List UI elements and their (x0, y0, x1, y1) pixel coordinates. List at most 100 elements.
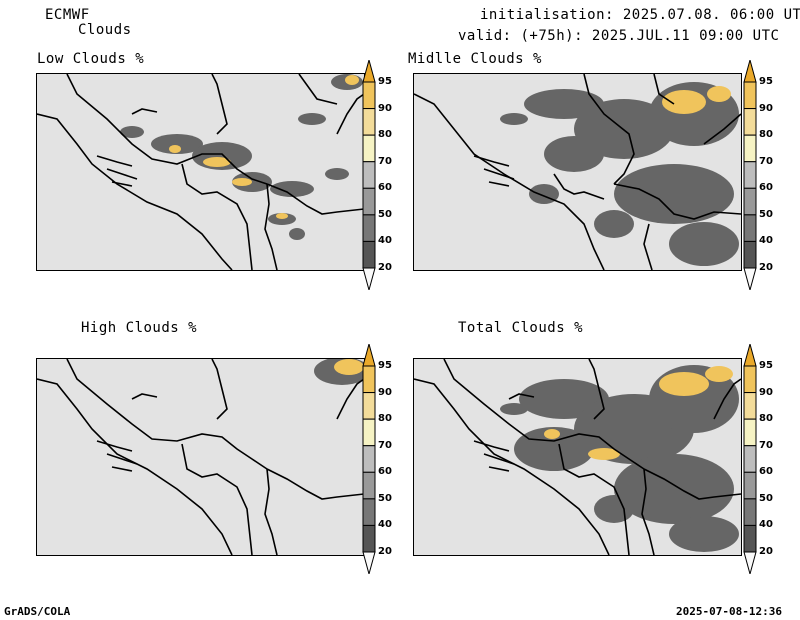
colorbar-segment (362, 214, 376, 242)
cloud-area (325, 168, 349, 180)
high-clouds-title: High Clouds % (81, 320, 198, 336)
cloud-area (594, 210, 634, 238)
cloud-core (169, 145, 181, 153)
colorbar-segment (362, 187, 376, 216)
colorbar-segment (743, 187, 757, 216)
colorbar-segment (743, 524, 757, 553)
colorbar-label: 90 (378, 102, 392, 114)
model-label: ECMWF (45, 7, 90, 23)
colorbar-label: 80 (759, 413, 773, 425)
colorbar-bottom-arrow (743, 551, 757, 574)
colorbar-label: 50 (378, 492, 392, 504)
cloud-area (298, 113, 326, 125)
cloud-area (270, 181, 314, 197)
init-time: initialisation: 2025.07.08. 06:00 UTC (480, 7, 800, 23)
cloud-core (276, 213, 288, 219)
colorbar-label: 60 (378, 466, 392, 478)
total-clouds-map (413, 358, 742, 556)
high-clouds-map (36, 358, 365, 556)
cloud-area (594, 495, 634, 523)
cloud-core (345, 75, 359, 85)
cloud-cover-high (662, 86, 731, 114)
cloud-area (669, 516, 739, 552)
colorbar-segment (743, 161, 757, 189)
cloud-area (289, 228, 305, 240)
colorbar-label: 20 (378, 262, 392, 273)
colorbar-label: 95 (759, 76, 773, 87)
middle-clouds-title: Midlle Clouds % (408, 51, 542, 67)
cloud-core (662, 90, 706, 114)
colorbar-label: 70 (378, 155, 392, 167)
colorbar-label: 90 (759, 386, 773, 398)
colorbar-segment (362, 498, 376, 526)
colorbar-label: 60 (759, 466, 773, 478)
colorbar-segment (362, 134, 376, 163)
total-clouds-title: Total Clouds % (458, 320, 584, 336)
colorbar-segment (743, 81, 757, 110)
cloud-area (500, 403, 528, 415)
cloud-core (588, 448, 620, 460)
colorbar-segment (743, 214, 757, 242)
colorbar-segment (362, 108, 376, 136)
render-timestamp: 2025-07-08-12:36 (676, 605, 782, 618)
colorbar-segment (743, 365, 757, 394)
cloud-area (514, 427, 594, 471)
cloud-area (614, 164, 734, 224)
cloud-area (500, 113, 528, 125)
colorbar-segment (743, 240, 757, 269)
colorbar-label: 60 (378, 182, 392, 194)
colorbar-label: 20 (378, 546, 392, 557)
border-lines (414, 359, 741, 555)
colorbar-top-arrow (362, 344, 376, 367)
cloud-area (669, 222, 739, 266)
colorbar-label: 40 (378, 235, 392, 247)
colorbar-label: 40 (759, 235, 773, 247)
colorbar-label: 90 (378, 386, 392, 398)
colorbar-top-arrow (362, 60, 376, 83)
colorbar-top-arrow (743, 344, 757, 367)
colorbar-bottom-arrow (743, 267, 757, 290)
border-lines (37, 359, 364, 555)
colorbar-2: 95 90 80 70 60 50 40 20 (743, 60, 773, 290)
colorbar-label: 80 (378, 413, 392, 425)
colorbar-segment (743, 134, 757, 163)
colorbar-top-arrow (743, 60, 757, 83)
colorbar-label: 90 (759, 102, 773, 114)
border-lines (414, 74, 741, 270)
colorbar-segment (743, 498, 757, 526)
colorbar-1: 95 90 80 70 60 50 40 20 (362, 60, 392, 290)
colorbar-segment (362, 365, 376, 394)
colorbar-label: 50 (759, 492, 773, 504)
colorbar-segment (362, 445, 376, 473)
colorbar-label: 70 (759, 155, 773, 167)
colorbar-segment (362, 392, 376, 420)
colorbar-label: 20 (759, 546, 773, 557)
colorbar-segment (362, 81, 376, 110)
cloud-area (544, 136, 604, 172)
cloud-core (707, 86, 731, 102)
colorbar-segment (362, 524, 376, 553)
colorbar-label: 95 (378, 360, 392, 371)
colorbar-label: 20 (759, 262, 773, 273)
cloud-area (151, 134, 203, 154)
colorbar-bottom-arrow (362, 551, 376, 574)
colorbar-label: 70 (378, 439, 392, 451)
cloud-cover-high (544, 366, 733, 460)
cloud-core (705, 366, 733, 382)
low-clouds-map (36, 73, 365, 271)
colorbar-segment (362, 418, 376, 447)
colorbar-segment (362, 240, 376, 269)
colorbar-segment (362, 161, 376, 189)
cloud-area (120, 126, 144, 138)
colorbar-4: 95 90 80 70 60 50 40 20 (743, 344, 773, 574)
colorbar-label: 80 (378, 129, 392, 141)
colorbar-label: 80 (759, 129, 773, 141)
software-label: GrADS/COLA (4, 605, 71, 618)
colorbar-3: 95 90 80 70 60 50 40 20 (362, 344, 392, 574)
cloud-cover-layer (500, 82, 739, 266)
colorbar-label: 60 (759, 182, 773, 194)
cloud-cover-layer (120, 74, 363, 240)
colorbar-label: 40 (378, 519, 392, 531)
middle-clouds-map (413, 73, 742, 271)
colorbar-segment (743, 108, 757, 136)
